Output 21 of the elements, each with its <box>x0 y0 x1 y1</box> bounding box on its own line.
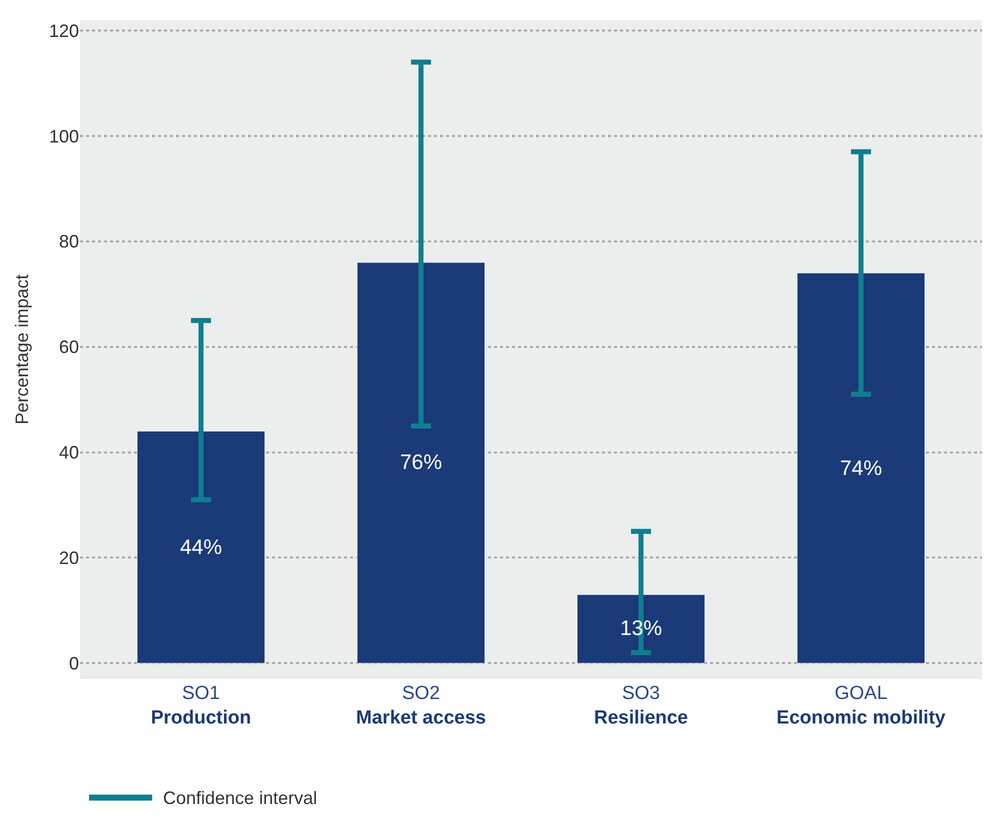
y-tick-label: 100 <box>48 126 79 146</box>
y-tick-label: 20 <box>58 548 79 568</box>
x-tick-label: SO1 Production <box>150 683 252 729</box>
y-axis-title: Percentage impact <box>12 274 32 425</box>
bar <box>576 594 706 664</box>
x-tick-label: SO2 Market access <box>356 683 486 729</box>
y-tick-label: 0 <box>68 653 79 674</box>
data-label: 44% <box>180 536 222 559</box>
bar <box>796 272 926 664</box>
bar <box>136 430 266 664</box>
y-tick-label: 40 <box>58 442 79 463</box>
y-tick-label: 80 <box>58 232 79 252</box>
text: Confidence interval <box>163 788 318 808</box>
data-label: 76% <box>400 451 442 474</box>
x-tick-label: GOAL Economic mobility <box>776 683 946 729</box>
data-label: 13% <box>620 617 662 640</box>
y-tick-label: 120 <box>48 20 79 41</box>
x-tick-label: SO3 Resilience <box>594 683 688 729</box>
bar <box>356 262 486 664</box>
data-label: 74% <box>840 457 882 480</box>
y-tick-label: 60 <box>58 337 79 358</box>
